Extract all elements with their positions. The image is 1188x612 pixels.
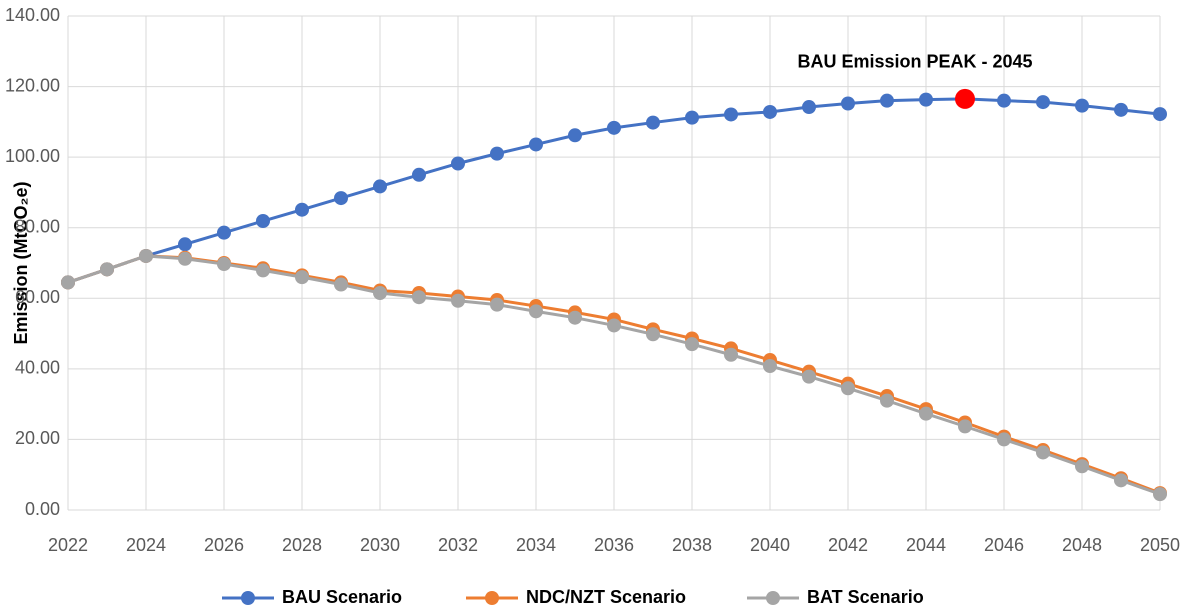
data-point (295, 270, 309, 285)
x-tick-label: 2028 (282, 535, 322, 555)
legend-marker (241, 591, 255, 605)
data-point (178, 237, 192, 252)
data-point (1153, 487, 1167, 502)
x-tick-label: 2038 (672, 535, 712, 555)
data-point (997, 432, 1011, 447)
data-point (763, 104, 777, 119)
data-point (217, 225, 231, 240)
data-point (178, 251, 192, 266)
annotation: BAU Emission PEAK - 2045 (797, 52, 1032, 72)
y-tick-label: 60.00 (15, 287, 60, 307)
data-point (334, 277, 348, 292)
data-point (646, 327, 660, 342)
data-point (763, 359, 777, 374)
data-point (880, 393, 894, 408)
x-tick-label: 2048 (1062, 535, 1102, 555)
data-point (373, 179, 387, 194)
data-point (1075, 459, 1089, 474)
data-point (451, 156, 465, 171)
data-point (1036, 95, 1050, 110)
x-tick-label: 2036 (594, 535, 634, 555)
y-tick-label: 120.00 (5, 75, 60, 95)
data-point (646, 115, 660, 130)
data-point (295, 202, 309, 217)
peak-marker (955, 88, 975, 109)
y-axis-label: Emission (MtCO₂e) (11, 181, 31, 344)
legend-marker (485, 591, 499, 605)
x-tick-label: 2046 (984, 535, 1024, 555)
data-point (568, 128, 582, 143)
data-point (529, 304, 543, 319)
x-tick-label: 2050 (1140, 535, 1180, 555)
y-tick-label: 100.00 (5, 146, 60, 166)
data-point (802, 369, 816, 384)
data-point (529, 137, 543, 152)
x-tick-label: 2022 (48, 535, 88, 555)
data-point (1075, 98, 1089, 113)
x-tick-label: 2044 (906, 535, 946, 555)
data-point (919, 406, 933, 421)
data-point (256, 214, 270, 229)
data-point (1153, 107, 1167, 122)
x-tick-label: 2034 (516, 535, 556, 555)
data-point (256, 263, 270, 278)
x-tick-label: 2030 (360, 535, 400, 555)
data-point (373, 285, 387, 300)
data-point (880, 93, 894, 108)
y-tick-label: 20.00 (15, 428, 60, 448)
x-tick-label: 2040 (750, 535, 790, 555)
x-tick-label: 2032 (438, 535, 478, 555)
data-point (685, 337, 699, 352)
data-point (607, 120, 621, 135)
y-tick-label: 40.00 (15, 358, 60, 378)
data-point (490, 146, 504, 161)
legend-label: NDC/NZT Scenario (526, 587, 686, 607)
y-tick-label: 80.00 (15, 216, 60, 236)
x-tick-label: 2024 (126, 535, 166, 555)
data-point (1036, 445, 1050, 460)
data-point (412, 167, 426, 182)
x-tick-label: 2042 (828, 535, 868, 555)
data-point (334, 191, 348, 206)
data-point (217, 257, 231, 272)
data-point (802, 100, 816, 115)
data-point (685, 110, 699, 125)
data-point (451, 293, 465, 308)
data-point (841, 381, 855, 396)
y-tick-label: 140.00 (5, 5, 60, 25)
data-point (607, 318, 621, 333)
data-point (100, 262, 114, 277)
data-point (1114, 473, 1128, 488)
data-point (919, 92, 933, 107)
data-point (61, 275, 75, 290)
y-tick-label: 0.00 (25, 499, 60, 519)
x-tick-label: 2026 (204, 535, 244, 555)
data-point (1114, 102, 1128, 117)
data-point (997, 93, 1011, 108)
data-point (139, 248, 153, 263)
data-point (841, 96, 855, 111)
data-point (412, 290, 426, 305)
data-point (724, 107, 738, 122)
data-point (958, 419, 972, 434)
data-point (490, 297, 504, 312)
legend-marker (766, 591, 780, 605)
legend-label: BAT Scenario (807, 587, 924, 607)
data-point (724, 347, 738, 362)
data-point (568, 310, 582, 325)
legend-label: BAU Scenario (282, 587, 402, 607)
